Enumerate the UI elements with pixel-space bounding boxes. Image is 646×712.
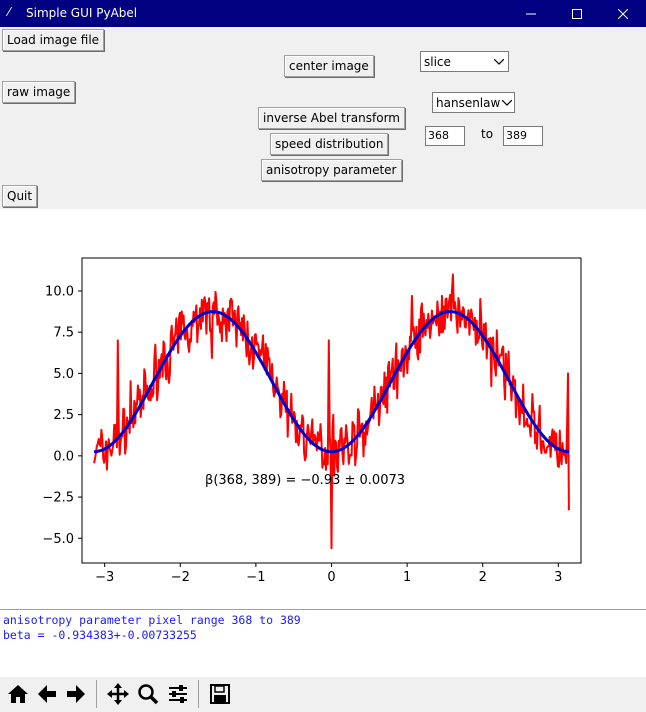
plot-toolbar [0,677,646,712]
app-feather-icon: ⁄ [8,5,11,19]
maximize-icon [572,8,582,19]
save-button[interactable] [206,680,234,708]
center-method-select[interactable]: slice [420,51,509,72]
x-tick-label: −3 [95,570,114,585]
data-series-line [93,273,570,550]
x-tick-label: −2 [171,570,190,585]
home-icon [8,685,28,703]
y-tick-label: 7.5 [53,326,74,341]
pan-icon [107,683,129,705]
window-title: Simple GUI PyAbel [26,6,138,20]
plot-canvas[interactable]: −3 −2 −1 0 1 2 3 −5.0 −2.5 0.0 2.5 5.0 7.5 10.0 β(368… [0,209,646,609]
title-bar: ⁄ Simple GUI PyAbel [0,0,646,27]
configure-icon [169,685,187,703]
close-button[interactable] [600,0,646,27]
x-tick-label: −1 [246,570,265,585]
speed-distribution-button[interactable]: speed distribution [270,133,389,155]
y-tick-label: −2.5 [42,491,74,506]
toolbar-divider [96,680,97,708]
x-tick-label: 3 [554,570,562,585]
home-button[interactable] [4,680,32,708]
range-to-label: to [481,127,494,141]
transform-method-select[interactable]: hansenlaw [432,92,515,113]
transform-method-value: hansenlaw [436,95,501,110]
y-tick-label: 0.0 [53,449,74,464]
back-arrow-icon [38,685,56,703]
fit-series-line [94,310,569,454]
range-to-input[interactable]: 389 [503,126,543,146]
y-tick-label: −5.0 [42,532,74,547]
forward-arrow-icon [67,685,85,703]
console-line: beta = -0.934383+-0.00733255 [3,628,197,642]
inverse-abel-button[interactable]: inverse Abel transform [258,107,405,129]
raw-image-button[interactable]: raw image [2,81,76,103]
quit-button[interactable]: Quit [2,185,38,207]
minimize-button[interactable] [508,0,554,27]
pan-button[interactable] [104,680,132,708]
x-tick-label: 0 [327,570,335,585]
x-tick-label: 2 [479,570,487,585]
zoom-button[interactable] [134,680,162,708]
range-from-input[interactable]: 368 [425,126,465,146]
center-method-value: slice [424,54,451,69]
anisotropy-button[interactable]: anisotropy parameter [261,159,402,181]
configure-button[interactable] [164,680,192,708]
y-tick-label: 2.5 [53,408,74,423]
save-icon [210,684,230,704]
x-tick-label: 1 [403,570,411,585]
y-tick-label: 10.0 [45,284,74,299]
chevron-down-icon [500,99,514,106]
beta-annotation: β(368, 389) = −0.93 ± 0.0073 [205,473,405,488]
zoom-icon [138,684,159,705]
maximize-button[interactable] [554,0,600,27]
console-line: anisotropy parameter pixel range 368 to … [3,613,301,627]
y-tick-label: 5.0 [53,367,74,382]
toolbar-divider [198,680,199,708]
minimize-icon [526,13,536,14]
center-image-button[interactable]: center image [284,55,374,77]
back-button[interactable] [33,680,61,708]
chevron-down-icon [490,58,508,65]
close-icon [618,8,628,19]
load-image-button[interactable]: Load image file [2,29,105,51]
anisotropy-plot: −3 −2 −1 0 1 2 3 −5.0 −2.5 0.0 2.5 5.0 7.5 10.0 β(368… [42,257,582,585]
forward-button[interactable] [62,680,90,708]
output-console[interactable]: anisotropy parameter pixel range 368 to … [0,609,646,677]
